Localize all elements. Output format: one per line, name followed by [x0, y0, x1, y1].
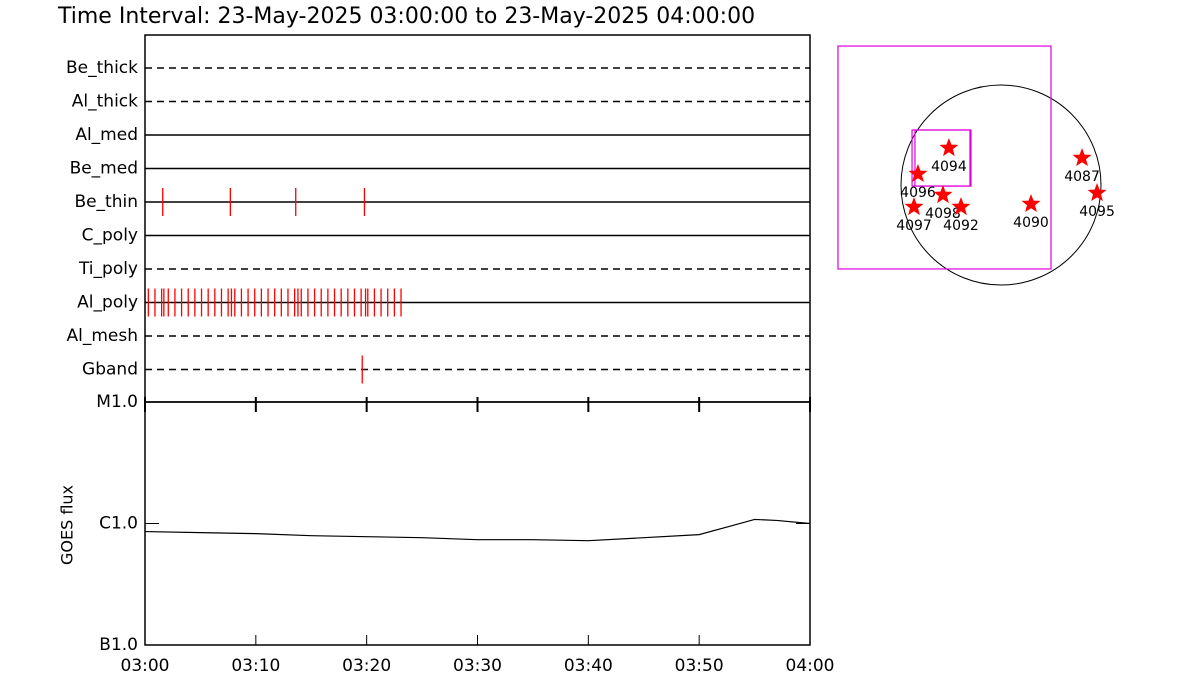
region-label: 4098 [925, 206, 961, 222]
active-region [1021, 194, 1041, 212]
filter-label: Be_thin [74, 192, 138, 212]
x-tick-label: 03:40 [564, 656, 613, 676]
active-region [1072, 148, 1092, 167]
x-tick-label: 04:00 [786, 656, 835, 676]
goes-frame [144, 401, 811, 646]
filter-label: Al_poly [77, 293, 138, 313]
fov-box [914, 129, 972, 187]
solar-disk [900, 84, 1102, 286]
region-label: 4092 [943, 218, 979, 234]
x-tick-label: 03:10 [231, 656, 280, 676]
filter-label: Gband [82, 360, 138, 380]
goes-line [144, 518, 811, 542]
filter-label: C_poly [82, 226, 138, 246]
region-label: 4094 [931, 159, 967, 175]
region-label: 4096 [900, 185, 936, 201]
filter-label: Be_thick [66, 58, 138, 78]
fov-box [837, 45, 1052, 270]
region-label: 4090 [1013, 215, 1049, 231]
y-tick-label: M1.0 [96, 392, 138, 412]
active-region [904, 197, 924, 216]
x-tick-label: 03:50 [675, 656, 724, 676]
active-region [1087, 183, 1107, 202]
filter-label: Ti_poly [78, 259, 138, 279]
filter-label: Al_mesh [66, 326, 138, 346]
region-label: 4097 [896, 218, 932, 234]
filter-label: Al_med [75, 125, 138, 145]
active-region [908, 164, 928, 182]
y-axis-label: GOES flux [58, 485, 77, 565]
region-label: 4095 [1079, 204, 1115, 220]
active-region [939, 138, 959, 157]
filter-label: Al_thick [72, 92, 138, 112]
filter-label: Be_med [70, 159, 138, 179]
region-label: 4087 [1064, 169, 1100, 185]
chart-title: Time Interval: 23-May-2025 03:00:00 to 2… [57, 4, 755, 29]
y-tick-label: C1.0 [99, 514, 138, 534]
x-tick-label: 03:30 [453, 656, 502, 676]
timeline-frame [144, 34, 811, 403]
active-region [951, 197, 971, 216]
x-tick-label: 03:20 [342, 656, 391, 676]
active-region [933, 185, 953, 204]
y-tick-label: B1.0 [99, 635, 138, 655]
x-tick-label: 03:00 [121, 656, 170, 676]
